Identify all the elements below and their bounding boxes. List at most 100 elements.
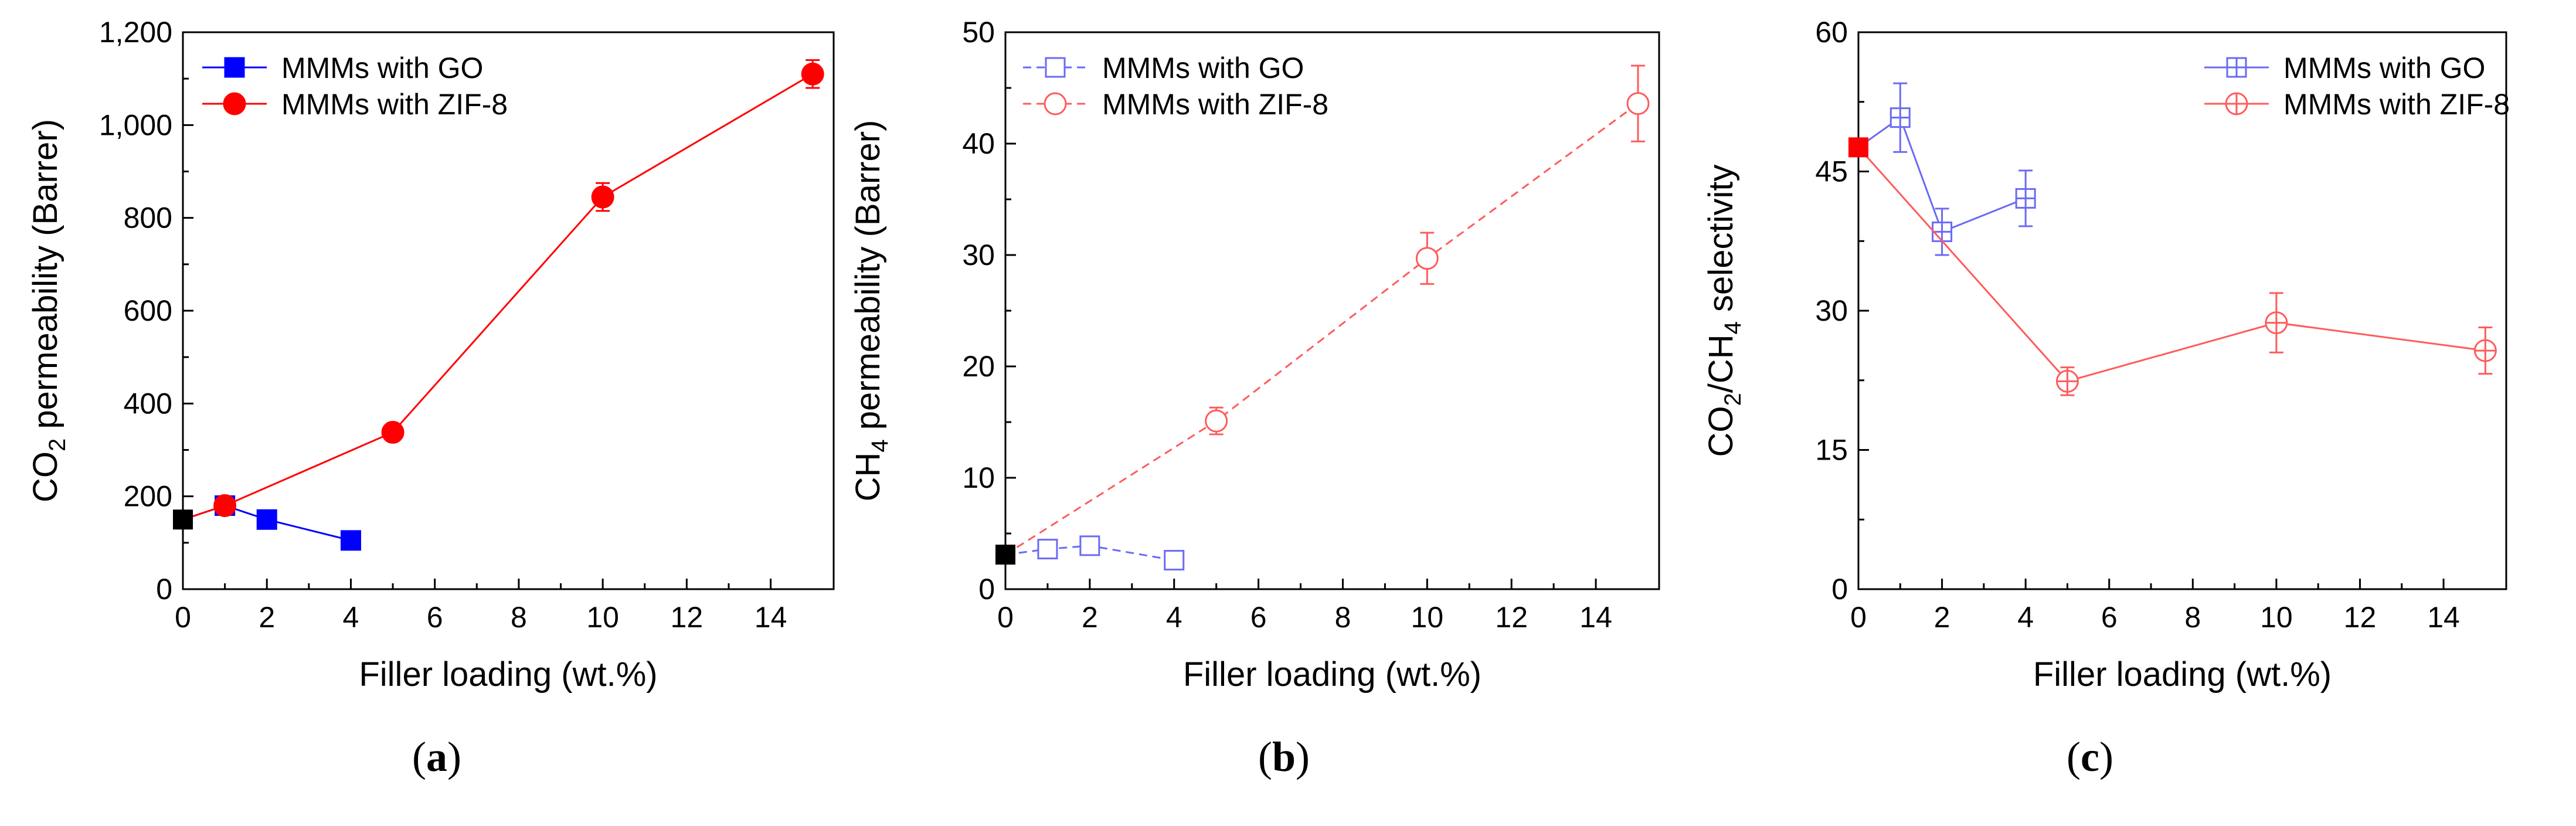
y-tick-label: 60 xyxy=(1815,16,1848,49)
chart-a: 0 2 4 6 8 10 12 14 0 200 400 600 800 1,000 1,200 Filler… xyxy=(26,16,835,694)
y-tick-label: 800 xyxy=(124,202,172,234)
x-tick-label: 4 xyxy=(2017,601,2034,634)
series-line xyxy=(1005,103,1639,556)
legend-label: MMMs with GO xyxy=(281,52,483,84)
data-point xyxy=(1415,247,1439,270)
data-point xyxy=(1205,409,1228,433)
x-tick-label: 6 xyxy=(2101,601,2118,634)
x-axis-label: Filler loading (wt.%) xyxy=(359,655,657,694)
y-axis-label-part: /CH xyxy=(1702,334,1740,393)
series-zif8 xyxy=(1005,64,1650,556)
series-line xyxy=(1005,545,1174,562)
y-axis-label-part: CH xyxy=(849,453,887,502)
y-tick-label: 40 xyxy=(962,127,995,160)
legend-marker xyxy=(1044,92,1067,115)
x-tick-label: 6 xyxy=(1250,601,1267,634)
chart-c: 0 2 4 6 8 10 12 14 0 15 30 45 60 Filler loading (wt.%… xyxy=(1702,16,2510,694)
series-line xyxy=(182,73,813,521)
legend-entry-go: MMMs with GO xyxy=(1023,52,1304,84)
x-tick-label: 10 xyxy=(1411,601,1444,634)
neat-membrane-point xyxy=(173,509,193,530)
y-axis-label-part: permeability (Barrer) xyxy=(26,119,64,439)
data-point xyxy=(1164,550,1185,571)
x-tick-label: 2 xyxy=(1082,601,1098,634)
legend-label: MMMs with ZIF-8 xyxy=(281,88,508,121)
plot-frame xyxy=(182,31,835,590)
data-point xyxy=(1037,539,1058,560)
legend-marker xyxy=(223,92,246,115)
data-point xyxy=(1626,92,1650,115)
series-zif8 xyxy=(182,59,824,521)
y-axis-label-part: CO xyxy=(26,451,64,502)
neat-membrane-point xyxy=(1848,137,1868,158)
series-zif8 xyxy=(1857,147,2497,396)
x-tick-label: 4 xyxy=(1166,601,1182,634)
y-tick-label: 400 xyxy=(124,387,172,420)
y-axis-label-subscript: 2 xyxy=(1720,393,1746,406)
data-point xyxy=(381,420,405,444)
x-tick-label: 0 xyxy=(175,601,191,634)
y-axis-label: CO2 permeability (Barrer) xyxy=(26,119,70,502)
y-tick-label: 30 xyxy=(1815,294,1848,327)
legend-entry-go: MMMs with GO xyxy=(202,52,483,84)
x-tick-label: 10 xyxy=(2260,601,2293,634)
x-tick-label: 12 xyxy=(671,601,704,634)
y-axis-label-subscript: 4 xyxy=(867,439,893,452)
y-axis-label-part: CO xyxy=(1702,406,1740,457)
y-tick-label: 30 xyxy=(962,239,995,271)
y-axis-label-part: selectivity xyxy=(1702,165,1740,322)
x-tick-label: 14 xyxy=(755,601,787,634)
neat-membrane-point xyxy=(995,545,1015,565)
x-tick-label: 14 xyxy=(1579,601,1612,634)
y-axis-label: CO2/CH4 selectivity xyxy=(1702,165,1746,457)
data-point xyxy=(801,62,824,86)
data-point xyxy=(1079,535,1100,556)
data-point xyxy=(340,530,361,551)
legend-entry-zif8: MMMs with ZIF-8 xyxy=(2204,88,2510,121)
y-axis-label: CH4 permeability (Barrer) xyxy=(849,120,893,502)
x-tick-label: 2 xyxy=(259,601,275,634)
x-tick-label: 8 xyxy=(511,601,527,634)
legend-label: MMMs with ZIF-8 xyxy=(1102,88,1328,121)
series-line xyxy=(1858,116,2026,233)
y-tick-label: 20 xyxy=(962,350,995,383)
caption-a: (a) xyxy=(412,733,461,780)
y-tick-label: 0 xyxy=(156,573,172,606)
x-tick-label: 0 xyxy=(997,601,1014,634)
series-go xyxy=(182,495,361,551)
y-tick-label: 1,200 xyxy=(99,16,172,49)
chart-b: 0 2 4 6 8 10 12 14 0 10 20 30 40 50 Filler loading (wt… xyxy=(849,16,1660,694)
x-tick-label: 8 xyxy=(2184,601,2201,634)
legend-label: MMMs with GO xyxy=(1102,52,1304,84)
data-point xyxy=(256,509,277,530)
caption-b: (b) xyxy=(1258,733,1310,780)
x-tick-label: 4 xyxy=(343,601,359,634)
y-tick-label: 0 xyxy=(978,573,995,606)
caption-c: (c) xyxy=(2067,733,2113,780)
y-tick-label: 0 xyxy=(1831,573,1848,606)
legend-marker xyxy=(1045,57,1066,78)
legend-marker xyxy=(224,57,245,78)
data-point xyxy=(591,185,614,209)
y-axis-label-subscript: 4 xyxy=(1720,321,1746,334)
y-tick-label: 45 xyxy=(1815,155,1848,188)
legend-label: MMMs with GO xyxy=(2283,52,2485,84)
series-go xyxy=(1005,535,1185,571)
y-axis-label-part: permeability (Barrer) xyxy=(849,120,887,440)
y-tick-label: 600 xyxy=(124,294,172,327)
y-tick-label: 10 xyxy=(962,461,995,494)
x-axis-label: Filler loading (wt.%) xyxy=(1183,655,1481,694)
y-axis-label-subscript: 2 xyxy=(45,439,70,451)
data-point xyxy=(213,494,237,517)
x-tick-label: 6 xyxy=(427,601,443,634)
series-go xyxy=(1858,82,2036,256)
legend-entry-go: MMMs with GO xyxy=(2204,52,2485,84)
x-tick-label: 8 xyxy=(1335,601,1351,634)
y-tick-label: 1,000 xyxy=(99,108,172,141)
x-tick-label: 10 xyxy=(586,601,619,634)
legend-entry-zif8: MMMs with ZIF-8 xyxy=(1023,88,1328,121)
legend-entry-zif8: MMMs with ZIF-8 xyxy=(202,88,508,121)
x-tick-label: 12 xyxy=(1495,601,1528,634)
y-tick-label: 50 xyxy=(962,16,995,49)
